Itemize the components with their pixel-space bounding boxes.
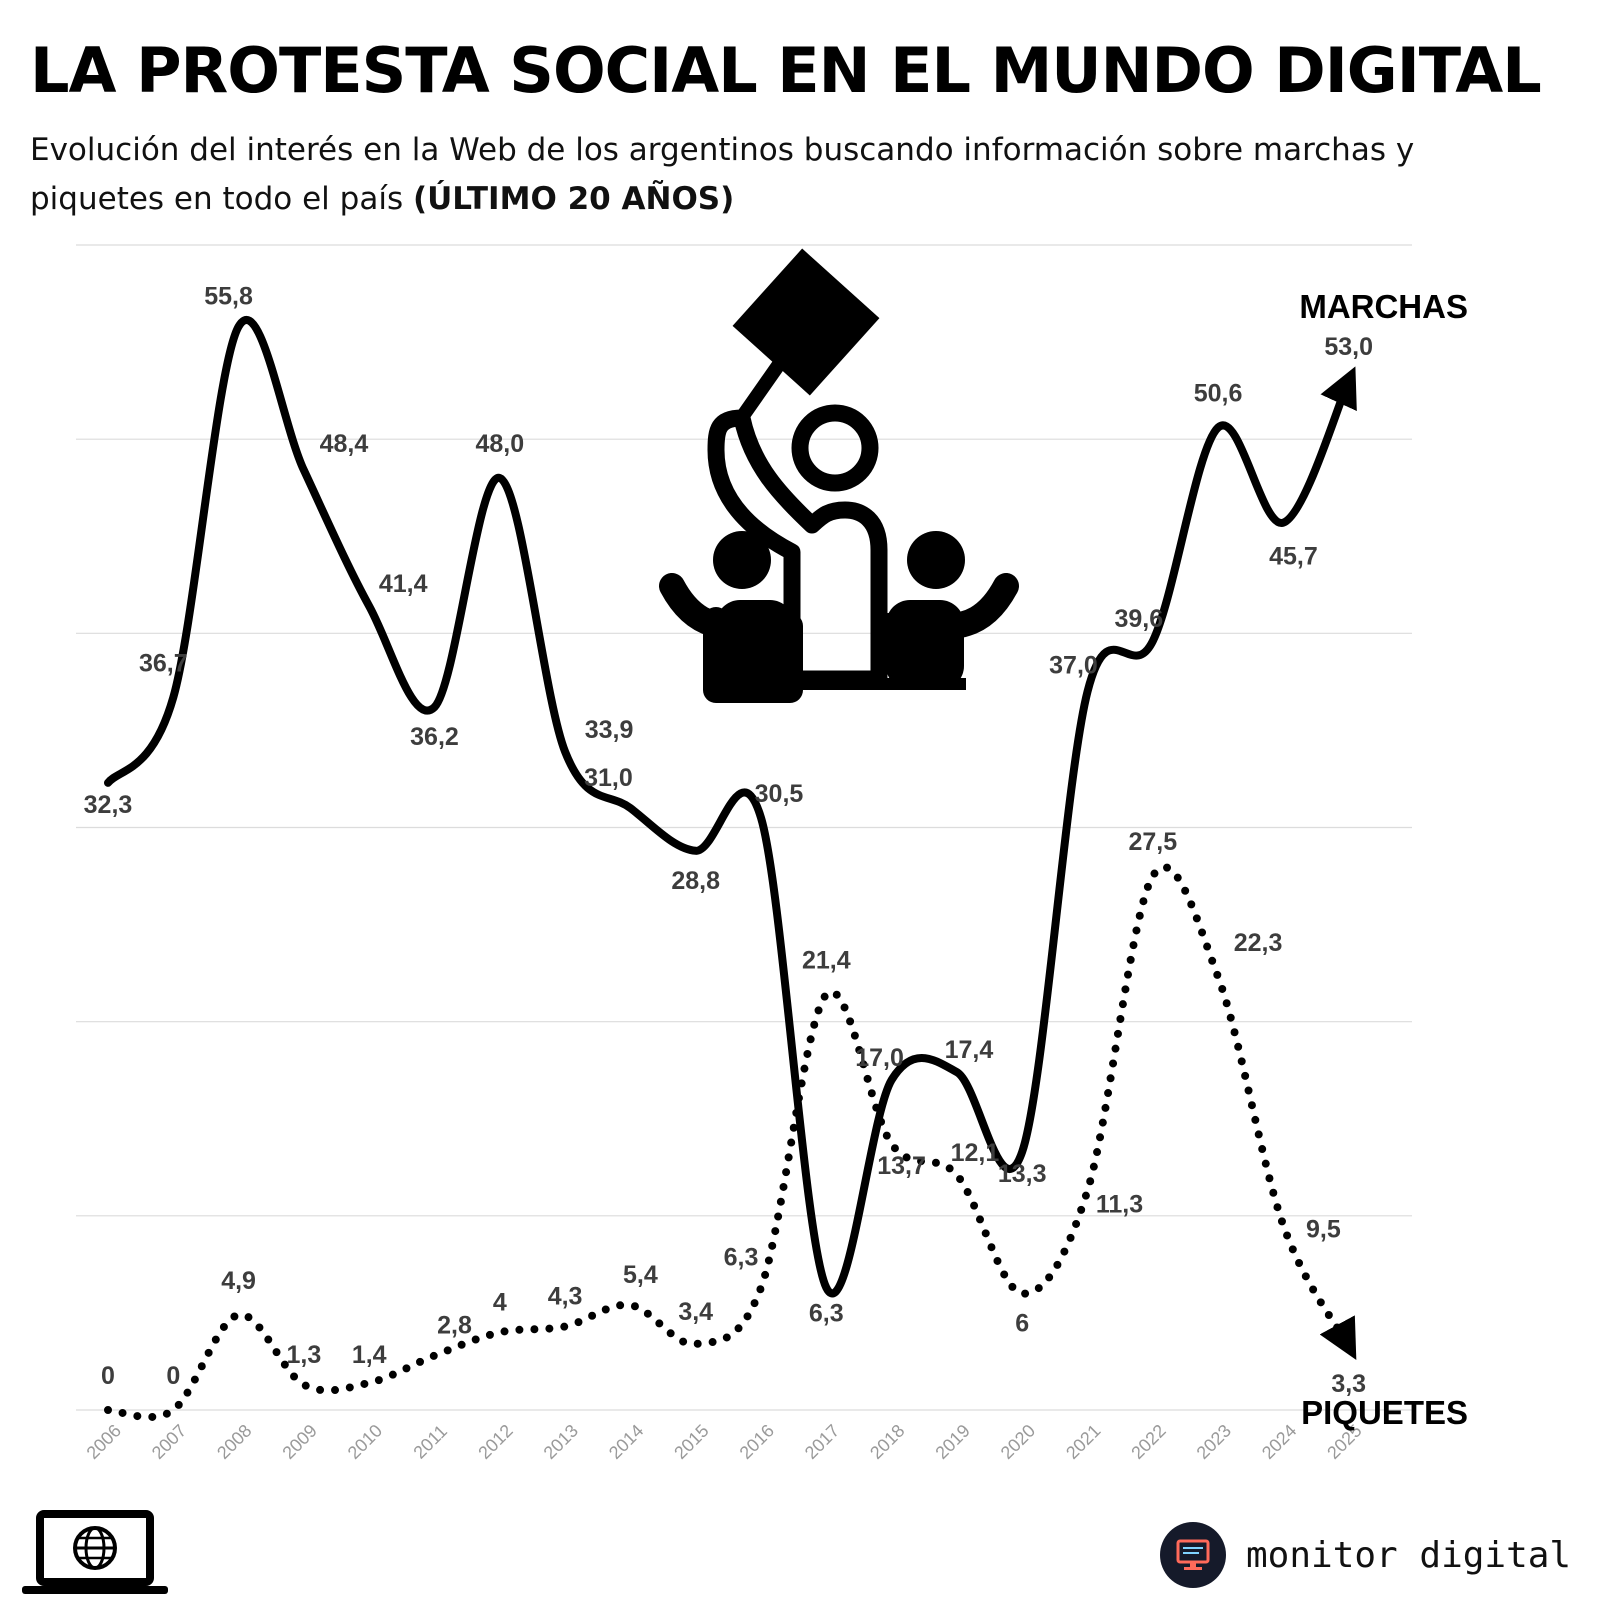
- data-label-marchas: 48,4: [320, 430, 369, 458]
- x-tick-label: 2012: [474, 1421, 516, 1463]
- x-tick-label: 2022: [1127, 1421, 1169, 1463]
- subtitle-text: Evolución del interés en la Web de los a…: [30, 132, 1415, 217]
- series-label-piquetes: PIQUETES: [1301, 1394, 1468, 1431]
- data-label-piquetes: 21,4: [802, 946, 851, 974]
- data-label-piquetes: 1,4: [352, 1341, 387, 1369]
- data-label-piquetes: 3,3: [1331, 1370, 1366, 1398]
- data-label-piquetes: 9,5: [1306, 1216, 1341, 1244]
- data-label-piquetes: 6,3: [724, 1244, 759, 1272]
- x-tick-label: 2008: [213, 1421, 255, 1463]
- data-label-marchas: 55,8: [204, 283, 253, 311]
- data-label-piquetes: 0: [166, 1362, 180, 1390]
- brand-name: monitor digital: [1246, 1534, 1572, 1576]
- data-label-marchas: 32,3: [84, 791, 133, 819]
- chart-subtitle: Evolución del interés en la Web de los a…: [30, 126, 1510, 224]
- x-axis-ticks: 2006 2007 2008 2009 2010 2011 2012 2013 2014 2015…: [83, 1421, 1366, 1463]
- x-tick-label: 2014: [605, 1421, 647, 1463]
- data-label-marchas: 39,6: [1114, 605, 1163, 633]
- data-label-marchas: 50,6: [1194, 380, 1243, 408]
- subtitle-bold: (ÚLTIMO 20 AÑOS): [412, 181, 735, 217]
- x-tick-label: 2011: [409, 1421, 451, 1463]
- data-label-marchas: 13,3: [998, 1160, 1047, 1188]
- data-label-piquetes: 27,5: [1128, 828, 1177, 856]
- x-tick-label: 2015: [670, 1421, 712, 1463]
- data-label-piquetes: 6: [1015, 1310, 1029, 1338]
- data-label-marchas: 17,0: [855, 1044, 904, 1072]
- data-label-marchas: 36,2: [410, 723, 459, 751]
- x-tick-label: 2021: [1062, 1421, 1104, 1463]
- x-tick-label: 2016: [736, 1421, 778, 1463]
- data-label-piquetes: 2,8: [437, 1312, 472, 1340]
- data-labels: 32,336,755,848,441,436,248,033,931,028,8…: [84, 283, 1373, 1398]
- data-label-piquetes: 4: [493, 1288, 507, 1316]
- x-tick-label: 2017: [801, 1421, 843, 1463]
- data-label-marchas: 45,7: [1269, 543, 1318, 571]
- data-label-marchas: 41,4: [379, 570, 428, 598]
- laptop-globe-icon: [22, 1510, 168, 1594]
- series-line-marchas: [104, 315, 1357, 1298]
- data-label-piquetes: 1,3: [287, 1341, 322, 1369]
- series-label-marchas: MARCHAS: [1299, 288, 1468, 325]
- data-label-marchas: 37,0: [1049, 652, 1098, 680]
- data-label-piquetes: 3,4: [678, 1298, 713, 1326]
- data-label-piquetes: 4,3: [548, 1283, 583, 1311]
- data-label-piquetes: 0: [101, 1362, 115, 1390]
- data-label-piquetes: 13,7: [877, 1152, 926, 1180]
- x-tick-label: 2007: [148, 1421, 190, 1463]
- data-label-marchas: 48,0: [475, 430, 524, 458]
- protest-icon: [659, 248, 1019, 703]
- data-label-marchas: 28,8: [671, 867, 720, 895]
- chart-title: LA PROTESTA SOCIAL EN EL MUNDO DIGITAL: [30, 34, 1542, 107]
- series-line-piquetes: [104, 863, 1357, 1422]
- x-tick-label: 2019: [931, 1421, 973, 1463]
- data-label-marchas: 53,0: [1324, 333, 1373, 361]
- monitor-logo-icon: [1160, 1522, 1226, 1588]
- x-tick-label: 2013: [540, 1421, 582, 1463]
- data-label-piquetes: 4,9: [221, 1267, 256, 1295]
- x-tick-label: 2010: [344, 1421, 386, 1463]
- data-label-piquetes: 11,3: [1096, 1191, 1143, 1219]
- chart-lines: [104, 315, 1357, 1422]
- data-label-marchas: 33,9: [585, 716, 634, 744]
- x-tick-label: 2024: [1258, 1421, 1300, 1463]
- x-tick-label: 2018: [866, 1421, 908, 1463]
- data-label-piquetes: 5,4: [623, 1261, 658, 1289]
- data-label-piquetes: 12,1: [951, 1139, 1000, 1167]
- x-tick-label: 2023: [1193, 1421, 1235, 1463]
- brand: monitor digital: [1160, 1520, 1571, 1590]
- data-label-piquetes: 22,3: [1234, 929, 1283, 957]
- x-tick-label: 2009: [278, 1421, 320, 1463]
- data-label-marchas: 6,3: [809, 1300, 844, 1328]
- data-label-marchas: 36,7: [139, 649, 188, 677]
- data-label-marchas: 31,0: [584, 764, 633, 792]
- data-label-marchas: 17,4: [945, 1036, 994, 1064]
- x-tick-label: 2020: [997, 1421, 1039, 1463]
- data-label-marchas: 30,5: [755, 780, 804, 808]
- x-tick-label: 2006: [83, 1421, 125, 1463]
